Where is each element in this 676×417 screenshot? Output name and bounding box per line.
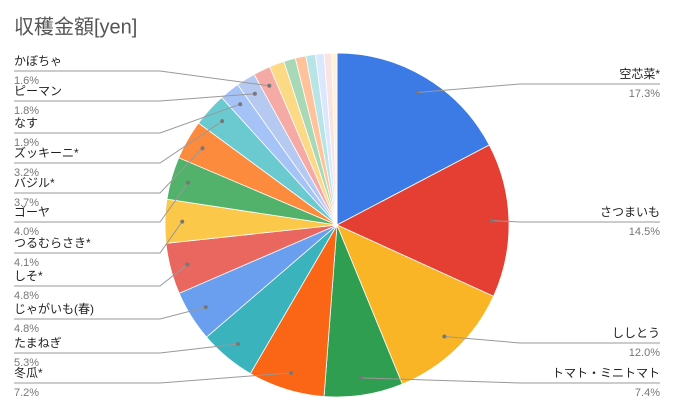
slice-label: しそ* (14, 269, 43, 283)
chart-title: 収穫金額[yen] (14, 15, 137, 38)
slice-percent: 1.9% (14, 137, 39, 149)
slice-percent: 3.2% (14, 167, 39, 179)
leader-dot (415, 90, 420, 95)
leader-dot (235, 341, 240, 346)
slice-percent: 12.0% (629, 347, 660, 359)
slice-label: ピーマン (14, 84, 62, 98)
slice (336, 52, 490, 226)
slice-percent: 1.6% (14, 75, 39, 87)
slice-label: トマト・ミニトマト (552, 366, 660, 380)
pie (164, 52, 510, 398)
leader-dot (442, 334, 447, 339)
leader-dot (185, 262, 190, 267)
slice-label: バジル* (14, 176, 55, 190)
slice-percent: 3.7% (14, 197, 39, 209)
slice-label: つるむらさき* (14, 236, 91, 250)
slice-percent: 1.8% (14, 105, 39, 117)
leader-line (444, 336, 660, 344)
leader-line (14, 147, 203, 194)
leader-line (14, 343, 239, 354)
slice-percent: 4.0% (14, 226, 39, 238)
leader-line (14, 221, 183, 254)
leader-dot (220, 119, 225, 124)
leader-line (14, 70, 270, 87)
leader-line (14, 182, 189, 223)
leader-dot (180, 219, 185, 224)
leader-line (14, 93, 255, 102)
leader-dot (252, 91, 257, 96)
slice-percent: 4.8% (14, 290, 39, 302)
leader-line (14, 264, 188, 287)
leader-dot (186, 180, 191, 185)
slice-label: 冬瓜* (14, 365, 43, 380)
leader-line (491, 220, 660, 223)
slice-percent: 7.2% (14, 387, 39, 399)
leader-line (14, 372, 292, 384)
leader-dot (203, 305, 208, 310)
slice-label: さつまいも (600, 205, 660, 219)
slice (336, 144, 510, 297)
slice-label: じゃがいも(春) (14, 301, 94, 316)
slice-label: かぼちゃ (14, 54, 62, 68)
slice-label: ズッキーニ* (14, 145, 79, 160)
leader-line (14, 306, 206, 320)
slice (336, 224, 495, 385)
leader-line (417, 83, 660, 94)
slice (331, 52, 338, 226)
leader-dot (359, 375, 364, 380)
slice-label: ししとう (612, 326, 660, 340)
slice-percent: 14.5% (629, 226, 660, 238)
leader-dot (267, 83, 272, 88)
slice-percent: 4.8% (14, 323, 39, 335)
slice-label: たまねぎ (14, 336, 62, 350)
leader-line (14, 103, 241, 134)
slice-percent: 17.3% (629, 88, 660, 100)
leader-line (14, 120, 223, 164)
slice-label: なす (14, 116, 38, 130)
slice-label: 空芯菜* (619, 67, 660, 81)
labels: 空芯菜* 17.3% さつまいも 14.5% ししとう 12.0% トマト・ミニトマト 7.4… (14, 54, 660, 399)
slice-percent: 4.1% (14, 257, 39, 269)
leader-line (361, 377, 660, 384)
leader-dot (489, 218, 494, 223)
leader-dot (289, 370, 294, 375)
leader-dot (238, 102, 243, 107)
slice-percent: 7.4% (635, 387, 660, 399)
slice-label: ゴーヤ (14, 204, 50, 219)
leader-dot (200, 146, 205, 151)
slice-percent: 5.3% (14, 357, 39, 369)
